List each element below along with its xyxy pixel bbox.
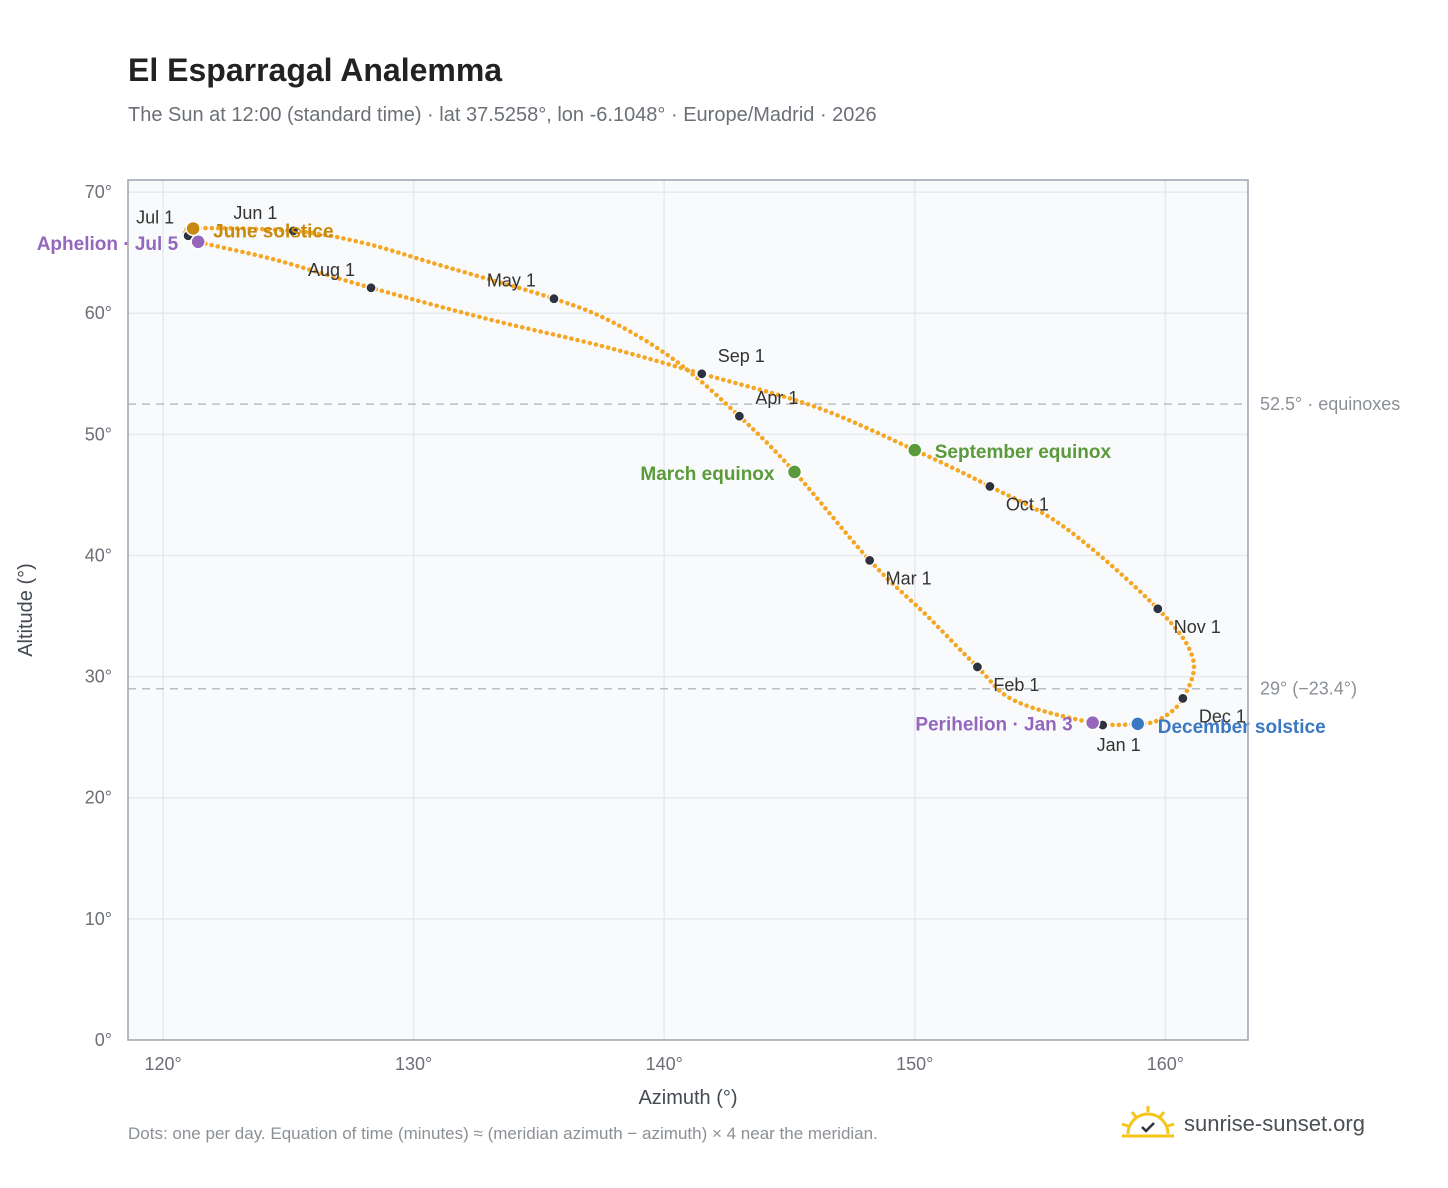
month-marker	[984, 480, 996, 493]
x-tick-label: 140°	[646, 1054, 683, 1074]
event-markers: June solstice December solstice March equi…	[37, 220, 1326, 738]
reference-line-label: 52.5° · equinoxes	[1260, 394, 1400, 414]
x-axis-label: Azimuth (°)	[638, 1087, 737, 1109]
month-marker	[733, 410, 745, 422]
event-label: June solstice	[213, 221, 333, 242]
month-label: Sep 1	[718, 346, 765, 366]
month-label: Jan 1	[1097, 735, 1141, 755]
axis-ticks: 120° 130° 140° 150° 160° 0° 10° 20° 30° 40° 50° 60°…	[85, 182, 1184, 1074]
month-label: Dec 1	[1199, 706, 1246, 726]
y-tick-label: 50°	[85, 424, 112, 444]
month-label: Jul 1	[136, 208, 174, 228]
month-label: May 1	[487, 271, 536, 291]
y-tick-label: 60°	[85, 303, 112, 323]
footnote: Dots: one per day. Equation of time (min…	[128, 1124, 878, 1143]
month-marker	[287, 225, 299, 237]
month-label: Nov 1	[1174, 617, 1221, 637]
event-marker	[1084, 714, 1101, 731]
month-marker	[864, 554, 876, 566]
event-marker	[786, 464, 803, 480]
x-tick-label: 130°	[395, 1054, 432, 1074]
sun-logo-icon	[1121, 1106, 1175, 1138]
x-tick-label: 120°	[144, 1054, 181, 1074]
event-label: Aphelion · Jul 5	[37, 234, 179, 255]
month-label: Jun 1	[233, 203, 277, 223]
event-label: Perihelion · Jan 3	[915, 715, 1072, 736]
event-marker	[185, 220, 201, 237]
month-marker	[696, 368, 708, 380]
y-tick-label: 10°	[85, 909, 112, 929]
y-tick-label: 20°	[85, 788, 112, 808]
plot-frame	[127, 179, 1249, 1041]
grid-lines	[128, 180, 1248, 1040]
month-marker	[548, 293, 560, 305]
y-tick-label: 0°	[95, 1030, 112, 1050]
event-label: September equinox	[935, 442, 1112, 463]
x-tick-label: 160°	[1147, 1054, 1184, 1074]
event-marker	[1130, 716, 1146, 732]
chart-subtitle: The Sun at 12:00 (standard time) · lat 3…	[128, 104, 877, 126]
month-label: Mar 1	[886, 568, 932, 588]
brand[interactable]: sunrise-sunset.org	[1120, 1104, 1365, 1144]
event-label: December solstice	[1158, 717, 1326, 738]
reference-line-label: 29° (−23.4°)	[1260, 679, 1357, 699]
y-tick-label: 30°	[85, 667, 112, 687]
y-axis-label: Altitude (°)	[15, 563, 37, 657]
event-marker	[907, 442, 923, 458]
y-tick-label: 40°	[85, 545, 112, 565]
month-marker	[1177, 692, 1189, 705]
plot-area	[128, 180, 1248, 1040]
month-label: Apr 1	[755, 388, 798, 408]
month-label: Oct 1	[1006, 494, 1049, 514]
x-tick-label: 150°	[896, 1054, 933, 1074]
y-tick-label: 70°	[85, 182, 112, 202]
event-marker	[190, 234, 206, 250]
event-label: March equinox	[640, 464, 775, 485]
month-marker	[971, 661, 983, 673]
month-marker	[1152, 603, 1164, 615]
reference-lines: 52.5° · equinoxes 29° (−23.4°)	[128, 394, 1400, 699]
month-label: Aug 1	[308, 260, 355, 280]
brand-text[interactable]: sunrise-sunset.org	[1184, 1111, 1365, 1136]
month-marker	[365, 282, 377, 294]
month-label: Feb 1	[993, 675, 1039, 695]
chart-title: El Esparragal Analemma	[128, 52, 503, 88]
